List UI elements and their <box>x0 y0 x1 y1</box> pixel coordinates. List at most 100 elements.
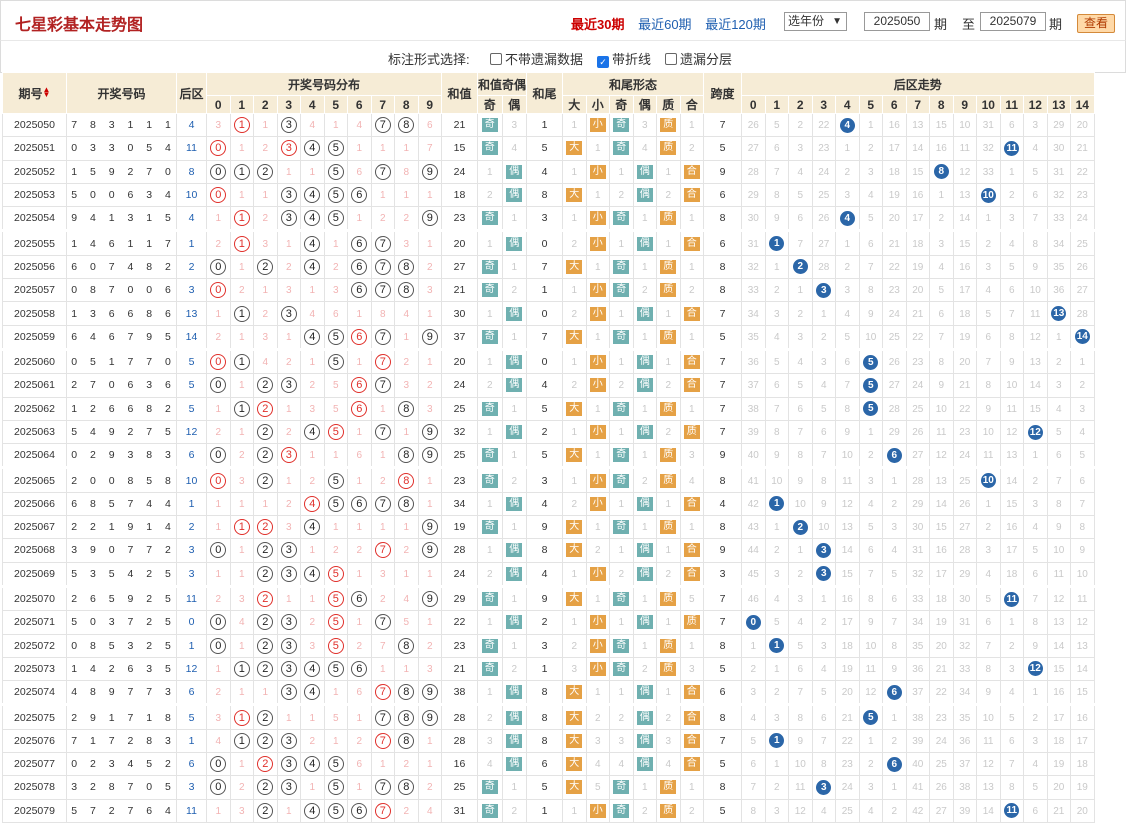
rear-miss: 24 <box>935 735 947 747</box>
dist-hit: 1 <box>233 117 250 134</box>
tail-cell: 6 <box>526 752 564 777</box>
dist-miss: 1 <box>215 308 222 320</box>
year-select[interactable]: 选年份 ▼ <box>784 12 847 31</box>
sum-even-cell: 2 <box>501 278 528 303</box>
header-span-label: 跨度 <box>710 86 735 101</box>
rear-miss: 12 <box>935 450 947 462</box>
dist-cell: 1 <box>417 182 442 208</box>
period-link-30[interactable]: 最近30期 <box>571 17 625 32</box>
rear-trend-cell: 28 <box>811 254 837 280</box>
rear-miss: 17 <box>888 143 900 155</box>
rear-miss: 12 <box>1076 617 1088 629</box>
rear-trend-cell: 24 <box>929 728 954 754</box>
tag-badge: 偶 <box>506 685 523 700</box>
header-dist-digit: 2 <box>253 95 278 114</box>
rear-miss: 19 <box>959 331 971 343</box>
period-cell-value: 2025058 <box>14 307 55 320</box>
rear-miss: 1 <box>867 735 874 747</box>
check-missing-layer[interactable]: 遗漏分层 <box>665 49 732 68</box>
period-cell-value: 2025060 <box>14 356 55 369</box>
dist-cell: 8 <box>394 396 419 421</box>
tail-cell-value: 1 <box>541 804 548 817</box>
checkbox-checked-icon: ✓ <box>597 56 609 68</box>
rear-miss: 4 <box>773 331 780 343</box>
rear-trend-cell: 2 <box>788 112 813 138</box>
to-period-input[interactable]: 2025079 <box>980 12 1046 31</box>
dist-miss: 1 <box>403 663 410 675</box>
miss-value: 1 <box>511 522 518 534</box>
rear-miss: 14 <box>1076 663 1088 675</box>
rear-cell: 1 <box>176 728 207 754</box>
from-period-input[interactable]: 2025050 <box>864 12 930 31</box>
rear-miss: 11 <box>865 663 876 675</box>
dist-cell: 1 <box>300 584 325 612</box>
dist-cell: 5 <box>323 466 348 493</box>
sum-cell-value: 21 <box>453 662 466 675</box>
table-row: 2025054 9 4 1 3 1 5 4 1 1 2 3 4 5 1 2 2 9 23 奇 1 3 1 小奇 1 质 1… <box>2 206 1095 232</box>
miss-value: 1 <box>665 357 672 369</box>
tail-form-cell: 奇 <box>609 515 634 540</box>
period-link-120[interactable]: 最近120期 <box>705 17 766 32</box>
tail-form-cell: 质 <box>656 656 681 682</box>
miss-value: 4 <box>665 759 672 771</box>
tag-badge: 奇 <box>481 211 498 226</box>
span-cell: 3 <box>703 561 743 587</box>
header-dist-digit: 1 <box>229 95 254 114</box>
dist-hit: 7 <box>374 258 391 275</box>
dist-cell: 1 <box>276 798 301 823</box>
dist-cell: 3 <box>276 278 301 303</box>
miss-value: 4 <box>511 143 518 155</box>
dist-miss: 2 <box>403 545 410 557</box>
dist-cell: 1 <box>229 373 254 398</box>
rear-cell-value: 2 <box>188 260 195 273</box>
rear-miss: 14 <box>935 498 947 510</box>
header-big-label: 大 <box>568 98 581 112</box>
rear-cell: 1 <box>176 229 207 256</box>
tag-badge: 奇 <box>613 592 630 607</box>
span-cell-value: 8 <box>719 474 726 487</box>
rear-trend-cell: 5 <box>858 347 884 375</box>
rear-miss: 29 <box>959 568 971 580</box>
check-no-missing[interactable]: 不带遗漏数据 <box>490 49 583 68</box>
tag-badge: 偶 <box>636 425 653 439</box>
rear-miss: 39 <box>912 735 924 747</box>
sum-odd-cell: 1 <box>477 491 503 517</box>
query-button[interactable]: 查看 <box>1077 14 1115 33</box>
rear-trend-cell: 2 <box>929 206 954 232</box>
dist-hit: 5 <box>327 424 344 440</box>
check-with-line[interactable]: ✓ 带折线 <box>597 49 651 68</box>
header-dist-digit: 4 <box>300 95 325 114</box>
dist-miss: 1 <box>309 357 316 369</box>
rear-miss: 5 <box>1032 166 1039 178</box>
header-period[interactable]: 期号▲ ▼ <box>2 72 67 114</box>
miss-value: 1 <box>571 475 578 487</box>
rear-miss: 12 <box>841 498 853 510</box>
rear-miss: 27 <box>1076 285 1088 297</box>
rear-miss: 9 <box>1055 522 1062 534</box>
sum-cell: 34 <box>441 491 478 517</box>
rear-trend-cell: 2 <box>882 728 907 754</box>
rear-trend-cell: 7 <box>1046 466 1072 493</box>
dist-cell: 1 <box>206 656 231 682</box>
rear-miss: 36 <box>747 357 759 369</box>
sort-icon[interactable]: ▲ ▼ <box>42 84 51 99</box>
rear-trend-cell: 5 <box>1023 538 1048 563</box>
rear-cell-value: 2 <box>188 521 195 534</box>
period-link-60[interactable]: 最近60期 <box>638 17 692 32</box>
options-row: 标注形式选择: 不带遗漏数据 ✓ 带折线 遗漏分层 <box>0 40 1126 73</box>
tag-badge: 质 <box>660 638 677 653</box>
dist-cell: 2 <box>253 728 278 754</box>
dist-cell: 1 <box>300 443 325 469</box>
dist-cell: 3 <box>206 112 231 138</box>
dist-hit: 4 <box>304 187 321 204</box>
tail-form-cell: 1 <box>585 680 611 706</box>
rear-miss: 2 <box>844 166 851 178</box>
rear-miss: 4 <box>867 190 874 202</box>
dist-miss: 1 <box>426 357 433 369</box>
rear-miss: 11 <box>795 782 806 794</box>
dist-cell: 1 <box>206 798 231 823</box>
dist-hit: 5 <box>327 472 344 489</box>
sum-cell-value: 24 <box>453 165 466 178</box>
dist-cell: 9 <box>417 538 442 563</box>
rear-miss: 14 <box>1053 640 1065 652</box>
